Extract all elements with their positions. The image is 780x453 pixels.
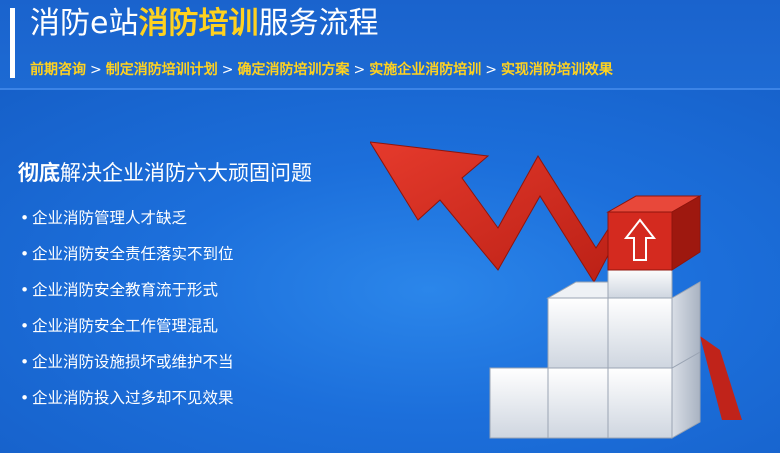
list-item-text: 企业消防安全教育流于形式 [32, 281, 219, 299]
bullet: • [20, 317, 30, 335]
list-item-text: 企业消防投入过多却不见效果 [32, 389, 234, 407]
list-item: • 企业消防安全教育流于形式 [20, 272, 234, 308]
title-prefix: 消防e站 [30, 6, 139, 41]
step-separator: > [221, 62, 234, 78]
bullet: • [20, 281, 30, 299]
bullet: • [20, 209, 30, 227]
arrow-tail [700, 336, 742, 420]
up-arrow-icon [623, 218, 657, 261]
bullet: • [20, 389, 30, 407]
title-suffix: 服务流程 [258, 6, 379, 41]
headline-rest: 解决企业消防六大顽固问题 [60, 161, 312, 185]
step-separator: > [353, 62, 366, 78]
problem-list: • 企业消防管理人才缺乏 • 企业消防安全责任落实不到位 • 企业消防安全教育流于形式… [20, 200, 234, 416]
step-2: 制定消防培训计划 [105, 62, 218, 78]
cube-stack [489, 195, 702, 439]
title-accent-bar [10, 8, 15, 78]
list-item-text: 企业消防安全责任落实不到位 [32, 245, 234, 263]
list-item: • 企业消防安全责任落实不到位 [20, 236, 234, 272]
list-item: • 企业消防投入过多却不见效果 [20, 380, 234, 416]
list-item-text: 企业消防设施损坏或维护不当 [32, 353, 234, 371]
page-title: 消防e站消防培训服务流程 [30, 4, 378, 44]
headline-bold: 彻底 [18, 161, 60, 185]
section-headline: 彻底解决企业消防六大顽固问题 [18, 158, 312, 188]
growth-illustration [370, 141, 742, 439]
list-item: • 企业消防设施损坏或维护不当 [20, 344, 234, 380]
bullet: • [20, 353, 30, 371]
step-5: 实现消防培训效果 [500, 62, 613, 78]
bullet: • [20, 245, 30, 263]
list-item: • 企业消防管理人才缺乏 [20, 200, 234, 236]
step-3: 确定消防培训方案 [237, 62, 350, 78]
step-4: 实施企业消防培训 [369, 62, 482, 78]
title-highlight: 消防培训 [138, 6, 259, 41]
header-banner: 消防e站消防培训服务流程 前期咨询 > 制定消防培训计划 > 确定消防培训方案 > 实施企业… [0, 0, 780, 90]
process-steps: 前期咨询 > 制定消防培训计划 > 确定消防培训方案 > 实施企业消防培训 > 实现消防培训效果 [30, 59, 613, 81]
step-separator: > [485, 62, 497, 78]
list-item-text: 企业消防安全工作管理混乱 [32, 317, 219, 335]
step-separator: > [90, 62, 102, 78]
list-item-text: 企业消防管理人才缺乏 [32, 209, 188, 227]
step-1: 前期咨询 [30, 62, 86, 78]
list-item: • 企业消防安全工作管理混乱 [20, 308, 234, 344]
